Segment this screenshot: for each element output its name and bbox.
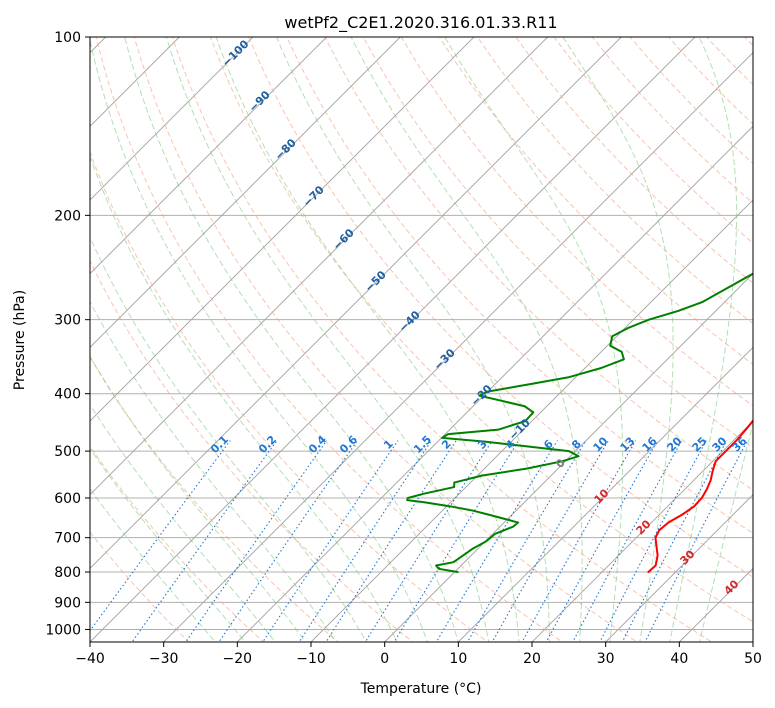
y-tick-label: 200 [54, 208, 81, 224]
mixing-ratio-line [491, 440, 609, 642]
isotherm-line [163, 52, 753, 642]
mixing-ratio-line [90, 440, 231, 632]
y-tick-label: 400 [54, 387, 81, 403]
y-tick-label: 800 [54, 565, 81, 581]
dry-adiabat-line [133, 37, 638, 642]
pressure-gridlines [90, 37, 753, 630]
moist-adiabat-line [90, 154, 398, 642]
moist-adiabat-line [90, 403, 276, 642]
y-tick-label: 700 [54, 531, 81, 547]
x-tick-label: 50 [744, 651, 762, 667]
moist-adiabat-line [669, 37, 738, 642]
moist-adiabat-line [444, 37, 624, 642]
mixing-ratio-line [521, 440, 637, 642]
moist-adiabat-line [124, 37, 459, 642]
mixing-ratio-line [131, 440, 278, 642]
dry-adiabat-line [438, 37, 753, 366]
y-tick-label: 900 [54, 595, 81, 611]
isotherm-line [458, 346, 753, 642]
moist-adiabat-line [215, 37, 520, 642]
moist-adiabat-line [90, 355, 307, 642]
isotherms [90, 37, 753, 642]
x-tick-label: −30 [149, 651, 179, 667]
dry-adiabats [90, 37, 753, 642]
x-tick-label: 20 [523, 651, 541, 667]
isotherm-line [90, 37, 328, 275]
x-tick-label: −40 [75, 651, 105, 667]
isotherm-line [90, 37, 180, 127]
mixing-ratio-line [572, 440, 683, 642]
mixing-ratio-line [298, 440, 432, 642]
chart-title: wetPf2_C2E1.2020.316.01.33.R11 [284, 13, 557, 33]
x-tick-label: 0 [380, 651, 389, 667]
y-tick-label: 300 [54, 313, 81, 329]
moist-adiabat-line [90, 488, 216, 642]
dry-adiabat-line [95, 37, 564, 642]
dry-adiabat-line [476, 37, 753, 325]
isotherm-line [90, 37, 401, 348]
dry-adiabat-line [90, 356, 339, 642]
plot-background [90, 37, 753, 642]
moist-adiabat-line [90, 38, 429, 642]
isotherm-line [90, 37, 549, 496]
x-tick-label: −10 [296, 651, 326, 667]
y-axis-title: Pressure (hPa) [12, 290, 28, 390]
plot-frame [89, 36, 754, 643]
moist-adiabat-line [90, 235, 367, 642]
x-tick-label: 40 [670, 651, 688, 667]
moist-adiabat-line [90, 300, 337, 642]
isotherm-line [310, 199, 753, 642]
mixing-ratio-line [466, 440, 587, 642]
mixing-ratio-line [599, 440, 707, 642]
dry-adiabat-line [90, 531, 190, 642]
moist-adiabat-line [90, 447, 246, 642]
y-tick-label: 600 [54, 491, 81, 507]
isotherm-line [90, 37, 475, 422]
y-tick-label: 500 [54, 444, 81, 460]
x-tick-label: 30 [597, 651, 615, 667]
isotherm-line [605, 494, 753, 642]
dry-adiabat-line [90, 259, 414, 642]
dry-adiabat-line [248, 37, 753, 578]
y-axis: 100 200 300 400 500 600 700 800 900 1000 [45, 30, 90, 638]
moist-adiabat-line [165, 37, 490, 642]
dewpoint-profile-line [406, 272, 753, 574]
dry-adiabat-line [286, 37, 753, 534]
mixing-ratio-line [262, 440, 399, 642]
moist-adiabat-line [562, 37, 674, 642]
profile-series [406, 272, 753, 574]
isotherm-line [531, 420, 753, 642]
y-tick-label: 1000 [45, 622, 81, 638]
x-axis: −40 −30 −20 −10 0 10 20 30 40 50 [75, 642, 762, 667]
moist-adiabats [90, 37, 753, 642]
x-axis-title: Temperature (°C) [360, 681, 482, 697]
dry-adiabat-line [171, 37, 713, 642]
dry-adiabat-line [324, 37, 753, 491]
mixing-ratio-line [435, 440, 558, 642]
x-tick-label: 10 [449, 651, 467, 667]
mixing-ratio-line [545, 440, 659, 642]
isotherm-line [237, 125, 753, 642]
y-tick-label: 100 [54, 30, 81, 46]
mixing-ratio-lines [90, 440, 748, 642]
moist-adiabat-line [350, 37, 583, 642]
mixing-ratio-line [364, 440, 493, 642]
mixing-ratio-line [644, 440, 748, 642]
isotherm-line [90, 37, 622, 569]
temperature-profile-line [647, 419, 753, 574]
x-tick-label: −20 [223, 651, 253, 667]
moist-adiabat-line [276, 37, 550, 642]
dry-adiabat-line [90, 150, 489, 642]
dry-adiabat-line [400, 37, 753, 407]
mixing-ratio-line [621, 440, 728, 642]
isotherm-line [384, 273, 753, 642]
isotherm-line [90, 37, 254, 201]
mixing-ratio-line [325, 440, 457, 642]
isotherm-line [90, 37, 696, 642]
